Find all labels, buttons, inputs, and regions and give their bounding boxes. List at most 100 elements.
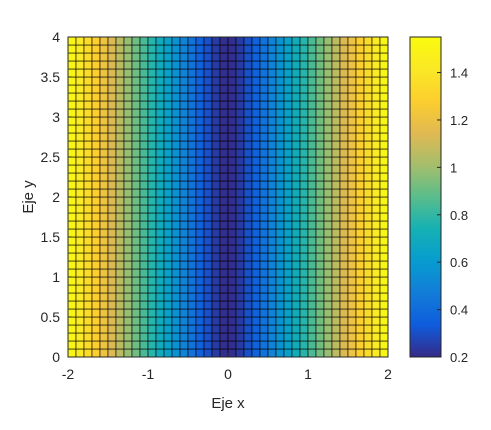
y-tick-label: 1.5	[41, 229, 61, 245]
heatmap-cell	[107, 252, 117, 262]
heatmap-cell	[139, 100, 149, 110]
heatmap-cell	[363, 156, 373, 166]
heatmap-cell	[163, 308, 173, 318]
heatmap-cell	[123, 156, 133, 166]
heatmap-cell	[315, 156, 325, 166]
heatmap-cell	[187, 52, 197, 62]
heatmap-cell	[251, 260, 261, 270]
heatmap-cell	[203, 276, 213, 286]
heatmap-cell	[371, 236, 381, 246]
heatmap-cell	[67, 132, 77, 142]
heatmap-cell	[203, 108, 213, 118]
heatmap-cell	[99, 172, 109, 182]
heatmap-cell	[83, 188, 93, 198]
heatmap-cell	[291, 244, 301, 254]
heatmap-cell	[331, 172, 341, 182]
heatmap-cell	[67, 260, 77, 270]
heatmap-cell	[67, 140, 77, 150]
heatmap-cell	[163, 348, 173, 358]
heatmap-cell	[355, 60, 365, 70]
heatmap-cell	[67, 300, 77, 310]
heatmap-cell	[283, 204, 293, 214]
heatmap-cell	[99, 44, 109, 54]
heatmap-cell	[131, 276, 141, 286]
heatmap-cell	[291, 308, 301, 318]
heatmap-cell	[363, 284, 373, 294]
heatmap-cell	[283, 324, 293, 334]
heatmap-cell	[83, 108, 93, 118]
heatmap-cell	[115, 284, 125, 294]
heatmap-cell	[371, 92, 381, 102]
heatmap-cell	[219, 292, 229, 302]
heatmap-cell	[131, 76, 141, 86]
heatmap-cell	[323, 164, 333, 174]
heatmap-cell	[107, 300, 117, 310]
heatmap-cell	[211, 300, 221, 310]
heatmap-cell	[211, 116, 221, 126]
heatmap-cell	[155, 292, 165, 302]
colorbar-tick-label: 0.6	[450, 255, 468, 270]
heatmap-cell	[203, 164, 213, 174]
heatmap-cell	[243, 292, 253, 302]
heatmap-cell	[355, 140, 365, 150]
heatmap-cell	[107, 60, 117, 70]
heatmap-cell	[163, 36, 173, 46]
heatmap-cell	[331, 204, 341, 214]
heatmap-cell	[323, 292, 333, 302]
heatmap-cell	[291, 68, 301, 78]
heatmap-cell	[291, 188, 301, 198]
heatmap-cell	[195, 268, 205, 278]
heatmap-cell	[115, 68, 125, 78]
heatmap-cell	[227, 116, 237, 126]
y-tick-label: 3	[52, 109, 60, 125]
heatmap-cell	[235, 180, 245, 190]
heatmap-cell	[211, 316, 221, 326]
heatmap-cell	[379, 44, 389, 54]
heatmap-cell	[235, 276, 245, 286]
heatmap-cell	[75, 52, 85, 62]
heatmap-cell	[67, 84, 77, 94]
heatmap-cell	[243, 100, 253, 110]
heatmap-cell	[195, 196, 205, 206]
heatmap-cell	[163, 268, 173, 278]
heatmap-cell	[107, 268, 117, 278]
heatmap-cell	[235, 100, 245, 110]
heatmap-cell	[187, 156, 197, 166]
heatmap-cell	[371, 348, 381, 358]
heatmap-cell	[339, 260, 349, 270]
heatmap-cell	[99, 164, 109, 174]
heatmap-cell	[227, 52, 237, 62]
heatmap-cell	[187, 44, 197, 54]
heatmap-cell	[179, 68, 189, 78]
heatmap-cell	[355, 236, 365, 246]
heatmap-cell	[371, 268, 381, 278]
heatmap-cell	[131, 44, 141, 54]
heatmap-cell	[267, 332, 277, 342]
heatmap-cell	[331, 60, 341, 70]
heatmap-cell	[315, 68, 325, 78]
heatmap-cell	[251, 204, 261, 214]
heatmap-cell	[315, 244, 325, 254]
heatmap-cell	[83, 292, 93, 302]
heatmap-cell	[267, 220, 277, 230]
heatmap-cell	[75, 188, 85, 198]
heatmap-cell	[355, 52, 365, 62]
heatmap-cell	[235, 236, 245, 246]
heatmap-cell	[275, 340, 285, 350]
heatmap-cell	[283, 76, 293, 86]
heatmap-cell	[155, 84, 165, 94]
heatmap-cell	[203, 68, 213, 78]
heatmap-cell	[243, 148, 253, 158]
heatmap-cell	[195, 132, 205, 142]
heatmap-cell	[275, 236, 285, 246]
heatmap-cell	[195, 84, 205, 94]
heatmap-cell	[163, 84, 173, 94]
heatmap-cell	[131, 260, 141, 270]
heatmap-cell	[299, 108, 309, 118]
heatmap-cell	[147, 228, 157, 238]
heatmap-cell	[267, 60, 277, 70]
heatmap-cell	[379, 316, 389, 326]
heatmap-cell	[107, 124, 117, 134]
heatmap-cell	[363, 196, 373, 206]
heatmap-cell	[291, 236, 301, 246]
